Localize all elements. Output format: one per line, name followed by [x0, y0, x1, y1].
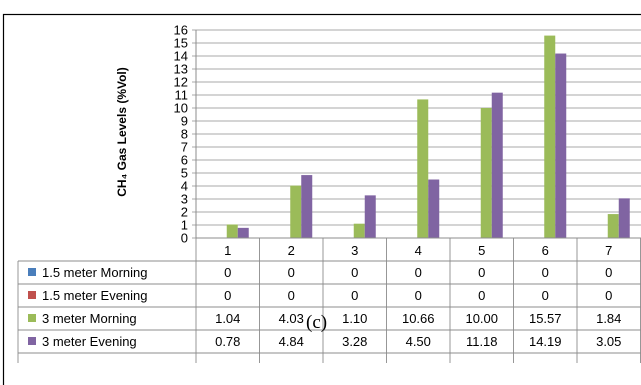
legend-swatch: [28, 314, 36, 322]
y-tick-label: 15: [174, 36, 188, 51]
y-tick-label: 16: [174, 23, 188, 38]
data-label: 0: [605, 288, 612, 303]
y-tick-label: 12: [174, 75, 188, 90]
y-axis-label: CH₄ Gas Levels (%Vol): [115, 67, 129, 197]
bar-4-2: [301, 175, 313, 238]
legend-label: 1.5 meter Evening: [42, 288, 148, 303]
data-label: 1.84: [596, 311, 621, 326]
y-tick-label: 8: [181, 127, 188, 142]
bar-3-4: [417, 99, 429, 238]
y-tick-label: 0: [181, 231, 188, 246]
x-tick-label: 1: [224, 243, 231, 258]
data-label: 0: [542, 265, 549, 280]
data-label: 4.03: [279, 311, 304, 326]
data-label: 0: [542, 288, 549, 303]
legend-label: 1.5 meter Morning: [42, 265, 148, 280]
data-label: 3.28: [342, 334, 367, 349]
bar-3-1: [226, 224, 238, 238]
bar-3-5: [480, 108, 492, 238]
bar-3-6: [544, 35, 556, 239]
data-label: 1.10: [342, 311, 367, 326]
bars: [226, 35, 630, 239]
y-tick-label: 13: [174, 62, 188, 77]
bar-3-3: [353, 223, 365, 238]
data-label: 0: [288, 288, 295, 303]
data-label: 14.19: [529, 334, 562, 349]
data-label: 0: [351, 265, 358, 280]
y-tick-label: 11: [175, 88, 189, 103]
x-tick-label: 3: [351, 243, 358, 258]
data-label: 0: [605, 265, 612, 280]
bar-4-4: [428, 179, 440, 238]
y-tick-label: 3: [181, 192, 188, 207]
legend-swatch: [28, 291, 36, 299]
data-label: 0: [478, 288, 485, 303]
y-tick-label: 9: [181, 114, 188, 129]
data-label: 0: [288, 265, 295, 280]
data-label: 3.05: [596, 334, 621, 349]
x-tick-label: 5: [478, 243, 485, 258]
data-label: 4.84: [279, 334, 304, 349]
data-label: 0.78: [215, 334, 240, 349]
data-label: 11.18: [466, 334, 498, 349]
y-tick-label: 2: [181, 205, 188, 220]
data-label: 10.00: [465, 311, 498, 326]
data-label: 0: [224, 288, 231, 303]
data-label: 10.66: [402, 311, 435, 326]
data-label: 4.50: [406, 334, 431, 349]
data-label: 0: [478, 265, 485, 280]
data-label: 15.57: [529, 311, 562, 326]
chart-border: [2, 13, 641, 385]
y-tick-label: 1: [181, 218, 188, 233]
x-tick-label: 2: [288, 243, 295, 258]
data-label: 0: [415, 288, 422, 303]
bar-3-7: [607, 214, 619, 238]
gridlines: [192, 29, 641, 239]
bar-4-7: [618, 198, 630, 238]
data-table: 1 2 3 4 5 6 7 1.5 meter Morning 0 0 0 0 0 0 0 1.5 meter…: [17, 237, 641, 363]
bar-4-1: [237, 227, 249, 238]
y-tick-label: 7: [181, 140, 188, 155]
y-tick-label: 14: [174, 49, 188, 64]
bar-4-6: [555, 53, 567, 238]
x-tick-label: 4: [415, 243, 422, 258]
y-tick-label: 5: [181, 166, 188, 181]
y-tick-label: 6: [181, 153, 188, 168]
bar-4-5: [491, 92, 503, 238]
y-tick-label: 4: [181, 179, 188, 194]
bar-3-2: [290, 185, 302, 238]
data-label: 0: [351, 288, 358, 303]
legend-label: 3 meter Morning: [42, 311, 137, 326]
data-label: 1.04: [215, 311, 240, 326]
data-label: 0: [415, 265, 422, 280]
figure-caption: (c): [306, 312, 328, 333]
x-tick-label: 7: [605, 243, 612, 258]
x-tick-label: 6: [542, 243, 549, 258]
data-label: 0: [224, 265, 231, 280]
legend-swatch: [28, 268, 36, 276]
legend-label: 3 meter Evening: [42, 334, 137, 349]
legend-swatch: [28, 337, 36, 345]
y-tick-label: 10: [174, 101, 188, 116]
bar-4-3: [364, 195, 376, 238]
